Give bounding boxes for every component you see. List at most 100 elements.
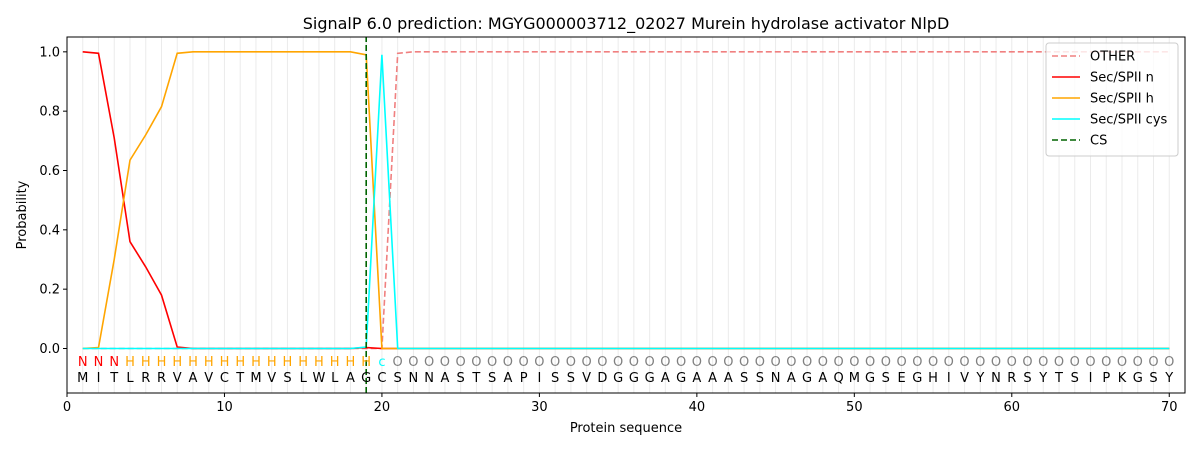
residue-label: I: [537, 371, 541, 386]
x-tick-label: 70: [1161, 400, 1178, 415]
legend: OTHER Sec/SPII n Sec/SPII h Sec/SPII cys CS: [1045, 42, 1179, 157]
residue-label: W: [313, 371, 326, 386]
residue-label: N: [424, 371, 434, 386]
residue-label: A: [503, 371, 512, 386]
residue-label: A: [661, 371, 670, 386]
predicted-label: O: [991, 355, 1001, 370]
predicted-label: O: [849, 355, 859, 370]
residue-label: M: [250, 371, 261, 386]
predicted-label: H: [172, 355, 182, 370]
residue-label: S: [882, 371, 890, 386]
predicted-label: O: [1117, 355, 1127, 370]
predicted-label: O: [629, 355, 639, 370]
predicted-label: H: [314, 355, 324, 370]
residue-label: S: [1149, 371, 1157, 386]
predicted-label: H: [220, 355, 230, 370]
residue-label: V: [173, 371, 182, 386]
residue-label: T: [1054, 371, 1063, 386]
predicted-label: N: [109, 355, 119, 370]
residue-label: V: [960, 371, 969, 386]
predicted-label: O: [534, 355, 544, 370]
residue-label: S: [1023, 371, 1031, 386]
predicted-label: O: [723, 355, 733, 370]
residue-label: S: [488, 371, 496, 386]
y-tick-label: 0.6: [39, 164, 60, 179]
predicted-label: O: [660, 355, 670, 370]
residue-label: S: [457, 371, 465, 386]
predicted-label: O: [818, 355, 828, 370]
predicted-label: O: [739, 355, 749, 370]
predicted-label: H: [188, 355, 198, 370]
predicted-label: H: [298, 355, 308, 370]
residue-label: N: [771, 371, 781, 386]
x-tick-label: 10: [216, 400, 233, 415]
predicted-label: O: [503, 355, 513, 370]
predicted-label: O: [1054, 355, 1064, 370]
predicted-label: O: [1085, 355, 1095, 370]
x-axis-label: Protein sequence: [570, 421, 682, 436]
residue-label: V: [204, 371, 213, 386]
predicted-label: O: [550, 355, 560, 370]
residue-label: M: [77, 371, 88, 386]
residue-label: G: [676, 371, 686, 386]
predicted-label: O: [755, 355, 765, 370]
y-axis-label: Probability: [15, 180, 30, 249]
residue-label: I: [947, 371, 951, 386]
residue-label: S: [394, 371, 402, 386]
residue-label: G: [912, 371, 922, 386]
predicted-label: O: [1101, 355, 1111, 370]
predicted-label: O: [1164, 355, 1174, 370]
residue-label: S: [740, 371, 748, 386]
residue-label: V: [267, 371, 276, 386]
x-tick-label: 50: [846, 400, 863, 415]
residue-label: P: [1102, 371, 1110, 386]
residue-label: K: [1118, 371, 1127, 386]
predicted-label: O: [912, 355, 922, 370]
predicted-label: O: [424, 355, 434, 370]
residue-label: V: [582, 371, 591, 386]
sequence-labels: NMNINTHLHRHRHVHAHVHCHTHMHVHSHLHWHLHAHGcC…: [77, 355, 1174, 386]
x-tick-label: 0: [63, 400, 71, 415]
residue-label: N: [991, 371, 1001, 386]
residue-label: S: [567, 371, 575, 386]
residue-label: A: [189, 371, 198, 386]
predicted-label: O: [881, 355, 891, 370]
predicted-label: O: [408, 355, 418, 370]
predicted-label: H: [251, 355, 261, 370]
predicted-label: O: [786, 355, 796, 370]
predicted-label: N: [94, 355, 104, 370]
residue-label: N: [409, 371, 419, 386]
predicted-label: O: [613, 355, 623, 370]
predicted-label: O: [1007, 355, 1017, 370]
residue-label: M: [849, 371, 860, 386]
residue-label: S: [283, 371, 291, 386]
predicted-label: O: [566, 355, 576, 370]
predicted-label: H: [267, 355, 277, 370]
residue-label: Y: [1038, 371, 1047, 386]
predicted-label: H: [361, 355, 371, 370]
predicted-label: O: [865, 355, 875, 370]
predicted-label: O: [519, 355, 529, 370]
residue-label: L: [331, 371, 339, 386]
residue-label: I: [97, 371, 101, 386]
residue-label: D: [597, 371, 607, 386]
residue-label: R: [157, 371, 166, 386]
predicted-label: H: [346, 355, 356, 370]
residue-label: T: [109, 371, 118, 386]
predicted-label: H: [125, 355, 135, 370]
predicted-label: O: [1070, 355, 1080, 370]
y-tick-label: 0.0: [39, 342, 60, 357]
predicted-label: O: [1133, 355, 1143, 370]
residue-label: G: [645, 371, 655, 386]
residue-label: A: [787, 371, 796, 386]
residue-label: H: [928, 371, 938, 386]
predicted-label: O: [1148, 355, 1158, 370]
residue-label: A: [708, 371, 717, 386]
predicted-label: O: [597, 355, 607, 370]
residue-label: L: [300, 371, 308, 386]
predicted-label: O: [770, 355, 780, 370]
predicted-label: O: [582, 355, 592, 370]
residue-label: R: [141, 371, 150, 386]
